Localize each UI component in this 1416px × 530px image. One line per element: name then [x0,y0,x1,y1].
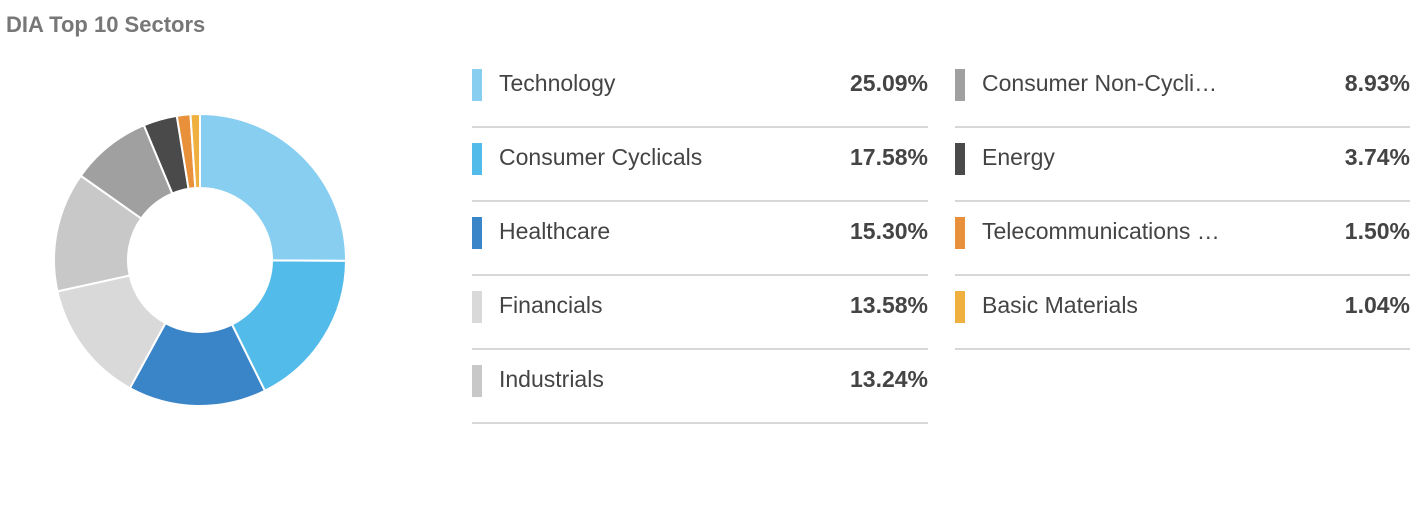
donut-slice [189,112,201,190]
legend-swatch [472,217,482,249]
legend-value: 25.09% [850,70,928,96]
legend-swatch [472,69,482,101]
legend-swatch [472,365,482,397]
legend-label: Telecommunications … [982,218,1220,244]
legend-label: Consumer Non-Cycli… [982,70,1217,96]
legend-value: 13.58% [850,292,928,318]
legend-value: 13.24% [850,366,928,392]
legend-value: 3.74% [1345,144,1410,170]
legend-label: Consumer Cyclicals [499,144,702,170]
legend-label: Basic Materials [982,292,1138,318]
legend-label: Financials [499,292,603,318]
donut-slice [199,112,347,262]
legend-value: 17.58% [850,144,928,170]
legend-value: 1.50% [1345,218,1410,244]
donut-slice [230,259,348,393]
legend-swatch [955,69,965,101]
legend-label: Healthcare [499,218,610,244]
legend-swatch [472,143,482,175]
legend-swatch [955,217,965,249]
chart-title: DIA Top 10 Sectors [6,12,205,37]
legend-value: 1.04% [1345,292,1410,318]
legend-label: Energy [982,144,1055,170]
legend-swatch [955,291,965,323]
legend-swatch [955,143,965,175]
legend-swatch [472,291,482,323]
legend-value: 8.93% [1345,70,1410,96]
legend-label: Technology [499,70,616,96]
legend-label: Industrials [499,366,604,392]
legend-value: 15.30% [850,218,928,244]
